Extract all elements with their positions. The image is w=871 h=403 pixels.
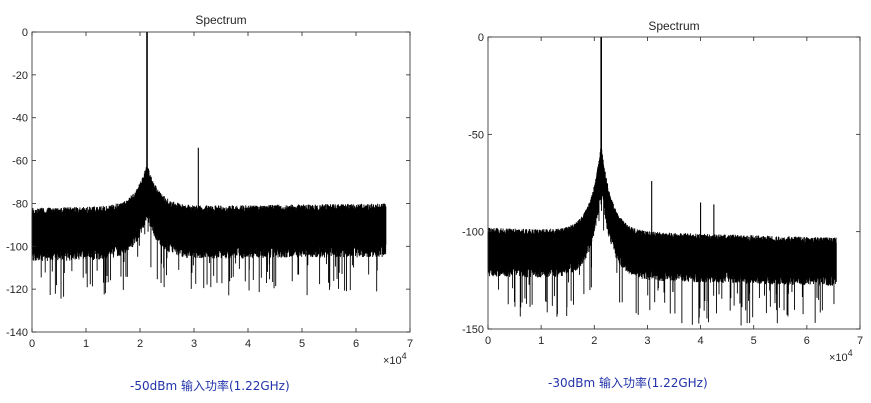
x-tick-label: 2: [137, 338, 143, 350]
y-axis: 0 -20 -40 -60 -80 -100 -120 -140: [6, 27, 410, 339]
x-tick-label: 0: [29, 338, 35, 350]
y-tick-label: -100: [462, 227, 484, 239]
chart-title: Spectrum: [195, 13, 246, 27]
y-tick-label: -80: [12, 198, 28, 210]
x-tick-label: 5: [751, 335, 757, 347]
y-tick-label: -40: [12, 113, 28, 125]
y-tick-label: -60: [12, 156, 28, 168]
x-tick-label: 7: [857, 335, 863, 347]
x-tick-label: 7: [407, 338, 413, 350]
plot-area: [488, 37, 860, 329]
y-tick-label: -20: [12, 70, 28, 82]
x-tick-label: 6: [353, 338, 359, 350]
x-tick-label: 2: [591, 335, 597, 347]
y-tick-label: -120: [6, 284, 28, 296]
x-tick-label: 6: [804, 335, 810, 347]
x-tick-label: 3: [644, 335, 650, 347]
x-tick-label: 3: [191, 338, 197, 350]
y-tick-label: -140: [6, 327, 28, 339]
x-tick-label: 1: [538, 335, 544, 347]
x-tick-label: 0: [485, 335, 491, 347]
y-tick-label: 0: [22, 27, 28, 39]
y-tick-label: -100: [6, 241, 28, 253]
y-axis: 0 -50 -100 -150: [462, 32, 860, 336]
spectrum-panel-right: Spectrum 0 -50 -100 -150 0 1 2 3 4 5 6 7 ×104: [462, 19, 863, 364]
x-tick-label: 5: [299, 338, 305, 350]
x-exponent-label: ×104: [383, 351, 407, 367]
x-exponent-label: ×104: [829, 348, 853, 364]
x-tick-label: 4: [245, 338, 251, 350]
y-tick-label: -150: [462, 324, 484, 336]
x-tick-label: 1: [83, 338, 89, 350]
x-axis: 0 1 2 3 4 5 6 7: [485, 37, 863, 347]
axes-box: [487, 36, 861, 330]
x-tick-label: 4: [698, 335, 704, 347]
spectrum-panel-left: Spectrum 0 -20 -40 -60 -80 -100 -120 -140 0 1 2 3 4…: [6, 13, 413, 367]
plot-area: [32, 32, 410, 332]
y-tick-label: 0: [478, 32, 484, 44]
y-tick-label: -50: [468, 129, 484, 141]
caption-left: -50dBm 输入功率(1.22GHz): [130, 379, 290, 393]
axes-box: [31, 31, 411, 333]
peak-group: [146, 32, 199, 228]
caption-right: -30dBm 输入功率(1.22GHz): [548, 376, 708, 390]
peak-group: [600, 37, 715, 254]
x-axis: 0 1 2 3 4 5 6 7: [29, 32, 413, 350]
chart-title: Spectrum: [648, 19, 699, 33]
